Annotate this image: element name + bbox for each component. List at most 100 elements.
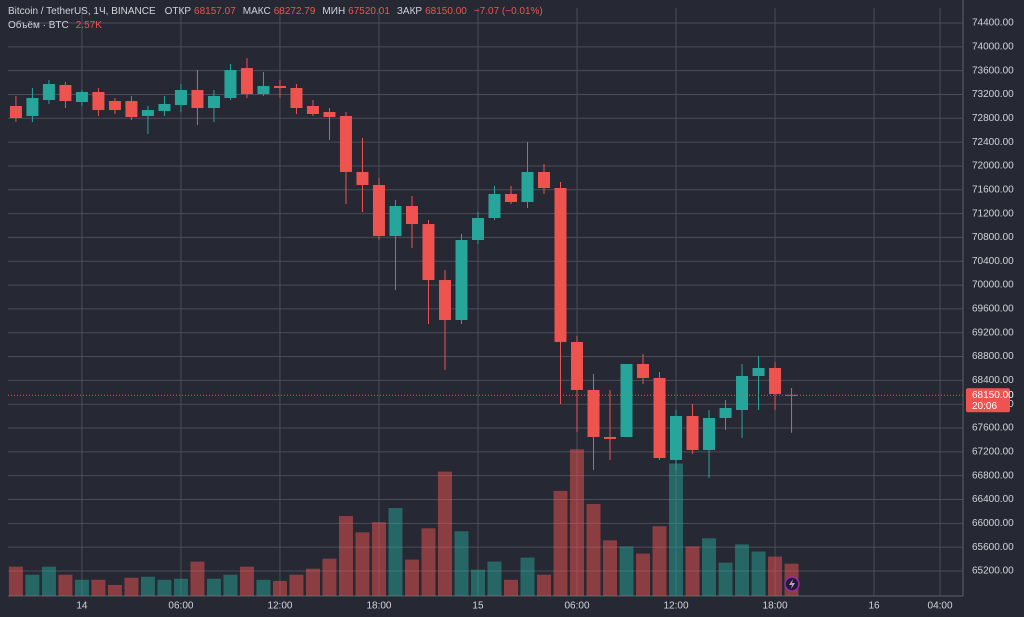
candle-body (9, 105, 22, 119)
candle-body (207, 95, 220, 109)
volume-title: Объём · BTC (8, 20, 69, 31)
candle-body (571, 341, 584, 390)
candle-body (125, 101, 138, 117)
price-badge (966, 388, 1010, 413)
candle-body (653, 378, 666, 458)
candle-body (42, 84, 55, 101)
volume-value: 2.57K (75, 20, 102, 31)
volume-bar (206, 578, 221, 596)
volume-bar (735, 544, 750, 596)
volume-bar (636, 553, 651, 596)
candle-body (108, 101, 121, 111)
volume-bar (272, 580, 287, 596)
candle-body (240, 68, 253, 95)
volume-bar (619, 546, 634, 596)
candle-body (686, 416, 699, 450)
y-tick-label: 67200.00 (972, 446, 1014, 457)
y-tick-label: 65600.00 (972, 542, 1014, 553)
candle-body (587, 389, 600, 437)
volume-legend: Объём · BTC 2.57K (8, 20, 102, 31)
volume-bar (305, 568, 320, 596)
volume-bar (503, 579, 518, 596)
y-tick-label: 67600.00 (972, 423, 1014, 434)
volume-bar (223, 574, 238, 596)
candle-body (438, 280, 451, 320)
ohlc-value: 68272.79 (273, 6, 316, 17)
volume-bar (553, 490, 568, 596)
y-tick-label: 73600.00 (972, 65, 1014, 76)
ohlc-label: МАКС (242, 6, 271, 17)
legend-header: Bitcoin / TetherUS, 1Ч, BINANCE ОТКР 6815… (8, 6, 543, 17)
y-tick-label: 74400.00 (972, 18, 1014, 29)
candle-body (604, 436, 617, 439)
candle-body (422, 224, 435, 281)
candle-body (703, 417, 716, 450)
volume-bar (702, 538, 717, 596)
y-tick-label: 70400.00 (972, 256, 1014, 267)
candle-body (158, 104, 171, 112)
volume-bar (437, 471, 452, 596)
candle-body (405, 205, 418, 225)
volume-bar (107, 584, 122, 596)
y-tick-label: 72400.00 (972, 137, 1014, 148)
ohlc-value: 68157.07 (194, 6, 236, 17)
alert-icon-bolt (789, 579, 795, 589)
candle-body (339, 115, 352, 172)
volume-bar (487, 561, 502, 596)
candle-body (306, 105, 319, 115)
volume-bar (537, 574, 552, 596)
volume-bar (603, 540, 618, 596)
alert-icon[interactable] (784, 576, 800, 592)
change: −7.07 (−0.01%) (473, 6, 543, 17)
volume-bar (586, 503, 601, 596)
volume-bar (91, 579, 106, 596)
volume-bar (338, 516, 353, 596)
candle-body (59, 85, 72, 102)
candle-body (323, 111, 336, 117)
volume-bar (124, 577, 139, 596)
x-tick-label: 06:00 (168, 601, 193, 612)
y-tick-label: 65200.00 (972, 566, 1014, 577)
x-tick-label: 18:00 (763, 601, 788, 612)
y-tick-label: 74000.00 (972, 41, 1014, 52)
volume-bar (140, 576, 155, 596)
candle-body (356, 171, 369, 186)
candle-body (504, 194, 517, 202)
volume-bar (388, 507, 403, 596)
ohlc-value: 68150.00 (425, 6, 467, 17)
candle-body (290, 87, 303, 109)
volume-bar (371, 522, 386, 596)
x-tick-label: 04:00 (928, 601, 953, 612)
volume-bar (8, 566, 23, 596)
y-tick-label: 71200.00 (972, 208, 1014, 219)
y-tick-label: 70000.00 (972, 280, 1014, 291)
price-time: 20:06 (972, 401, 997, 412)
candle-body (637, 364, 650, 379)
volume-bar (652, 526, 667, 596)
y-tick-label: 66800.00 (972, 470, 1014, 481)
candle-body (273, 86, 286, 88)
candle-body (471, 218, 484, 240)
volume-bar (74, 579, 89, 596)
y-tick-label: 68800.00 (972, 351, 1014, 362)
ohlc-value: 67520.01 (348, 6, 390, 17)
ohlc-label: ОТКР (164, 6, 192, 17)
candle-body (75, 91, 88, 102)
y-tick-label: 68400.00 (972, 375, 1014, 386)
volume-bar (289, 574, 304, 596)
ohlc-label: ЗАКР (396, 6, 423, 17)
candle-body (736, 375, 749, 410)
candle-body (372, 185, 385, 237)
x-tick-label: 15 (472, 601, 484, 612)
volume-bar (685, 546, 700, 596)
volume-bar (470, 569, 485, 596)
candle-body (257, 86, 270, 95)
y-tick-label: 66400.00 (972, 494, 1014, 505)
candle-body (752, 367, 765, 376)
volume-bar (25, 574, 40, 596)
symbol: Bitcoin / TetherUS, 1Ч, BINANCE (8, 6, 156, 17)
volume-bar (404, 559, 419, 596)
x-tick-label: 18:00 (366, 601, 391, 612)
volume-bar (421, 528, 436, 596)
